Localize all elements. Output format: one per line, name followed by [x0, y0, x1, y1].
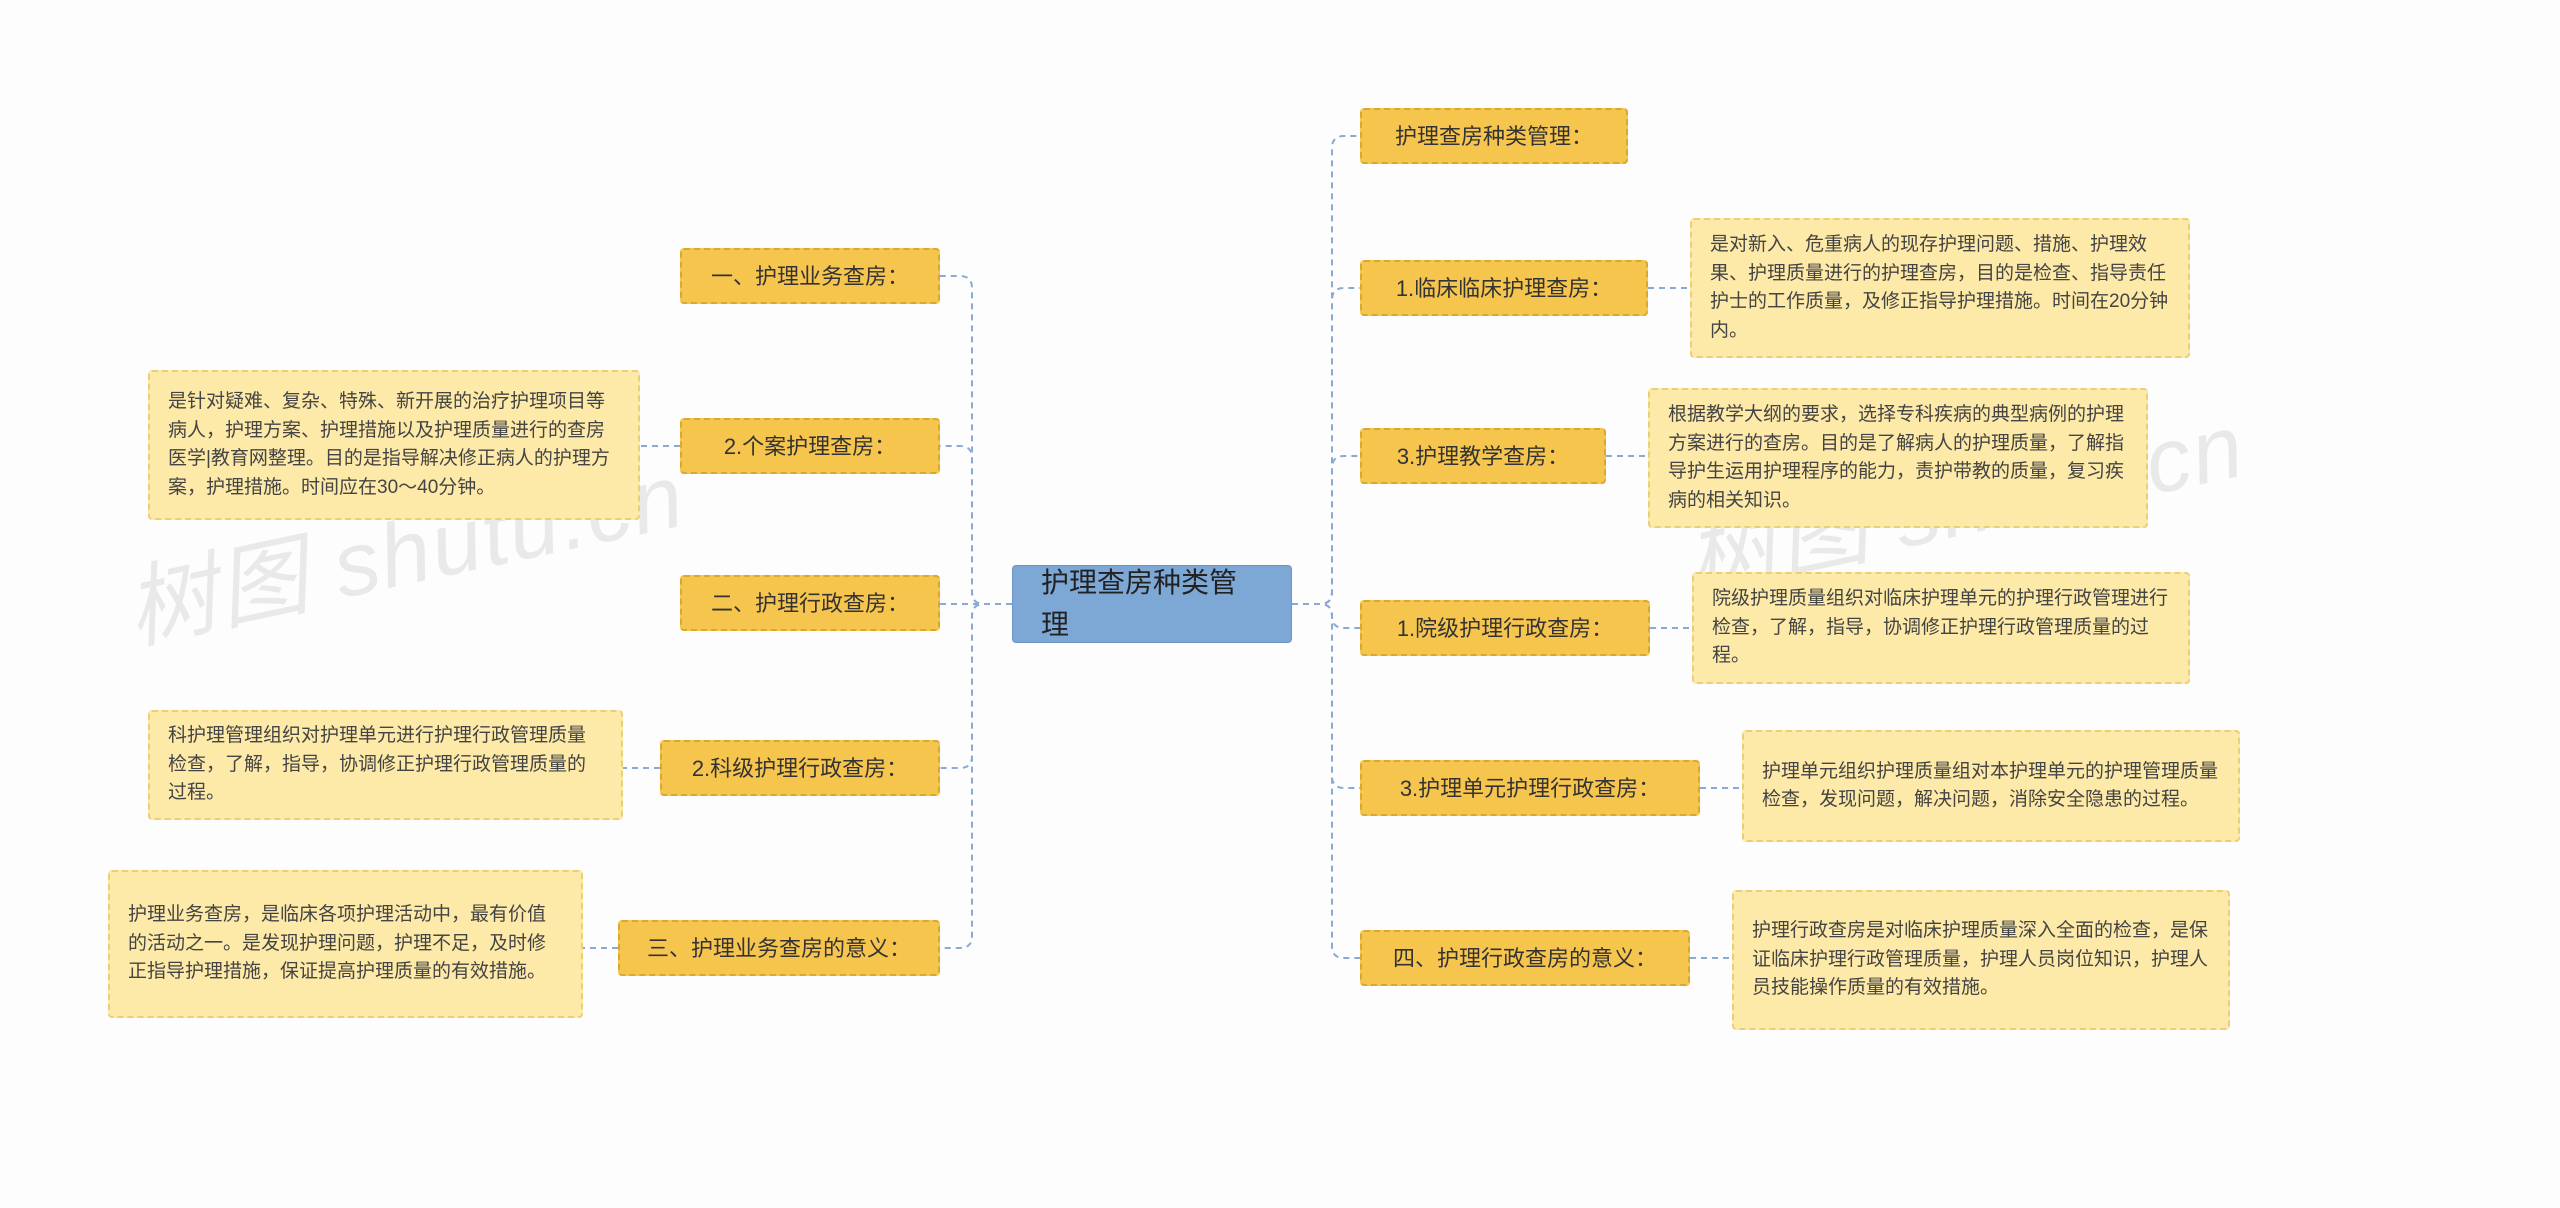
leaf-r4-text: 院级护理质量组织对临床护理单元的护理行政管理进行检查，了解，指导，协调修正护理行… — [1712, 585, 2170, 671]
branch-r2[interactable]: 1.临床临床护理查房： — [1360, 260, 1648, 316]
leaf-r2: 是对新入、危重病人的现存护理问题、措施、护理效果、护理质量进行的护理查房，目的是… — [1690, 218, 2190, 358]
leaf-l5-text: 护理业务查房，是临床各项护理活动中，最有价值的活动之一。是发现护理问题，护理不足… — [128, 901, 563, 987]
branch-l3[interactable]: 二、护理行政查房： — [680, 575, 940, 631]
branch-r4-label: 1.院级护理行政查房： — [1397, 612, 1613, 645]
branch-r1-label: 护理查房种类管理： — [1395, 120, 1593, 153]
leaf-l5: 护理业务查房，是临床各项护理活动中，最有价值的活动之一。是发现护理问题，护理不足… — [108, 870, 583, 1018]
branch-l5[interactable]: 三、护理业务查房的意义： — [618, 920, 940, 976]
leaf-l4: 科护理管理组织对护理单元进行护理行政管理质量检查，了解，指导，协调修正护理行政管… — [148, 710, 623, 820]
leaf-r6: 护理行政查房是对临床护理质量深入全面的检查，是保证临床护理行政管理质量，护理人员… — [1732, 890, 2230, 1030]
root-node[interactable]: 护理查房种类管理 — [1012, 565, 1292, 643]
branch-r6[interactable]: 四、护理行政查房的意义： — [1360, 930, 1690, 986]
branch-l4[interactable]: 2.科级护理行政查房： — [660, 740, 940, 796]
leaf-r5-text: 护理单元组织护理质量组对本护理单元的护理管理质量检查，发现问题，解决问题，消除安… — [1762, 758, 2220, 815]
branch-r1[interactable]: 护理查房种类管理： — [1360, 108, 1628, 164]
branch-l5-label: 三、护理业务查房的意义： — [647, 932, 911, 965]
leaf-l2-text: 是针对疑难、复杂、特殊、新开展的治疗护理项目等病人，护理方案、护理措施以及护理质… — [168, 388, 620, 502]
leaf-r3: 根据教学大纲的要求，选择专科疾病的典型病例的护理方案进行的查房。目的是了解病人的… — [1648, 388, 2148, 528]
branch-r4[interactable]: 1.院级护理行政查房： — [1360, 600, 1650, 656]
branch-r3-label: 3.护理教学查房： — [1397, 440, 1569, 473]
leaf-r5: 护理单元组织护理质量组对本护理单元的护理管理质量检查，发现问题，解决问题，消除安… — [1742, 730, 2240, 842]
leaf-l2: 是针对疑难、复杂、特殊、新开展的治疗护理项目等病人，护理方案、护理措施以及护理质… — [148, 370, 640, 520]
branch-r5[interactable]: 3.护理单元护理行政查房： — [1360, 760, 1700, 816]
branch-r6-label: 四、护理行政查房的意义： — [1393, 942, 1657, 975]
branch-r2-label: 1.临床临床护理查房： — [1396, 272, 1612, 305]
branch-l3-label: 二、护理行政查房： — [711, 587, 909, 620]
leaf-r6-text: 护理行政查房是对临床护理质量深入全面的检查，是保证临床护理行政管理质量，护理人员… — [1752, 917, 2210, 1003]
leaf-r3-text: 根据教学大纲的要求，选择专科疾病的典型病例的护理方案进行的查房。目的是了解病人的… — [1668, 401, 2128, 515]
leaf-r4: 院级护理质量组织对临床护理单元的护理行政管理进行检查，了解，指导，协调修正护理行… — [1692, 572, 2190, 684]
branch-l1-label: 一、护理业务查房： — [711, 260, 909, 293]
branch-l1[interactable]: 一、护理业务查房： — [680, 248, 940, 304]
branch-l4-label: 2.科级护理行政查房： — [692, 752, 908, 785]
branch-r5-label: 3.护理单元护理行政查房： — [1400, 772, 1660, 805]
branch-l2-label: 2.个案护理查房： — [724, 430, 896, 463]
leaf-r2-text: 是对新入、危重病人的现存护理问题、措施、护理效果、护理质量进行的护理查房，目的是… — [1710, 231, 2170, 345]
branch-l2[interactable]: 2.个案护理查房： — [680, 418, 940, 474]
leaf-l4-text: 科护理管理组织对护理单元进行护理行政管理质量检查，了解，指导，协调修正护理行政管… — [168, 722, 603, 808]
root-label: 护理查房种类管理 — [1041, 562, 1263, 646]
branch-r3[interactable]: 3.护理教学查房： — [1360, 428, 1606, 484]
